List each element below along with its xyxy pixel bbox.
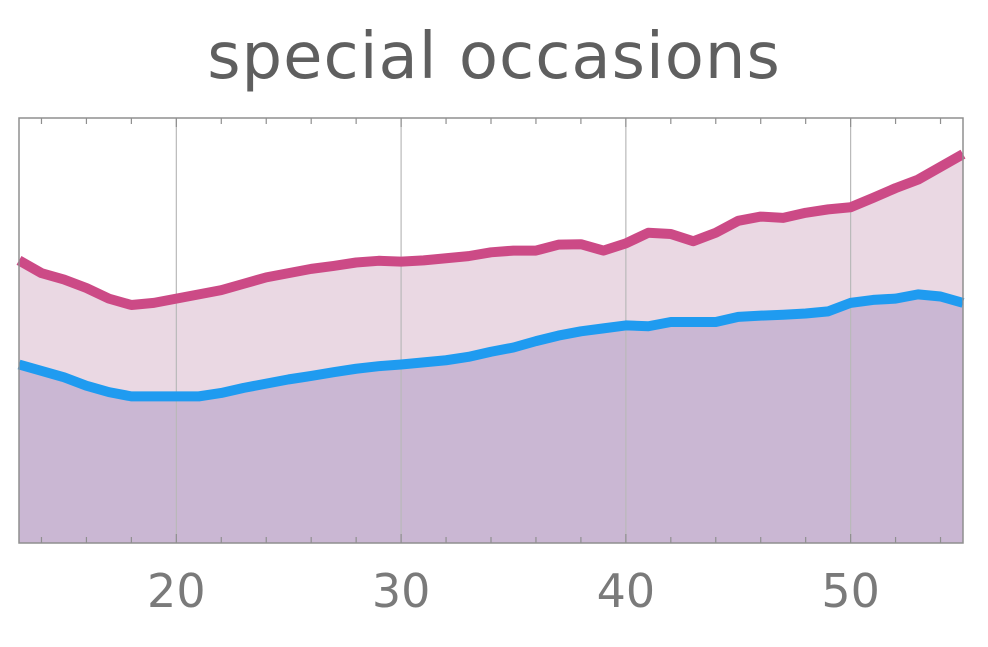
x-tick-label-20: 20	[147, 564, 206, 618]
x-tick-label-30: 30	[372, 564, 431, 618]
x-tick-label-50: 50	[821, 564, 880, 618]
chart-title: special occasions	[207, 20, 781, 94]
x-tick-label-40: 40	[597, 564, 656, 618]
series-1-line	[16, 149, 966, 310]
series-2-area	[19, 294, 963, 543]
series-2-line	[17, 289, 965, 402]
